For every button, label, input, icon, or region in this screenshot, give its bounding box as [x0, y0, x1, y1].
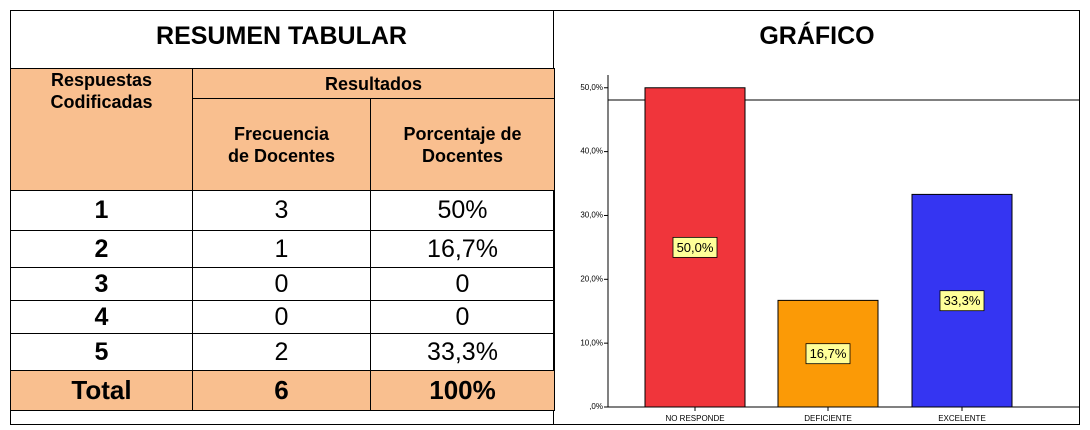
value-label-box: [939, 290, 985, 312]
table-cell: 2: [10, 230, 193, 268]
header-cell: Frecuencia de Docentes: [192, 98, 371, 191]
left-title: RESUMEN TABULAR: [156, 22, 407, 50]
value-label-box: [672, 236, 718, 258]
y-tick-label: 40,0%: [580, 147, 603, 156]
table-row: 5 2 33,3%: [10, 333, 555, 371]
table-cell: 33,3%: [370, 333, 555, 371]
y-tick-label: 30,0%: [580, 211, 603, 220]
header-cell: Resultados: [192, 68, 555, 99]
table-cell: 5: [10, 333, 193, 371]
table-cell: 0: [370, 267, 555, 301]
header-cell: Respuestas Codificadas: [10, 68, 193, 191]
table-cell: 6: [192, 370, 371, 411]
table-cell: 1: [10, 190, 193, 231]
value-label: 33,3%: [944, 293, 981, 308]
value-label: 16,7%: [810, 346, 847, 361]
y-tick-label: ,0%: [589, 402, 603, 411]
table-cell: Total: [10, 370, 193, 411]
value-label-box: [805, 343, 851, 365]
summary-table: Respuestas Codificadas Resultados Frecue…: [10, 68, 555, 411]
table-cell: 16,7%: [370, 230, 555, 268]
x-tick-label: DEFICIENTE: [804, 414, 852, 423]
table-cell: 0: [370, 300, 555, 334]
table-cell: 4: [10, 300, 193, 334]
table-cell: 100%: [370, 370, 555, 411]
y-tick-label: 20,0%: [580, 274, 603, 283]
table-cell: 50%: [370, 190, 555, 231]
table-row: Total 6 100%: [10, 370, 555, 411]
table-row: 1 3 50%: [10, 190, 555, 231]
table-cell: 1: [192, 230, 371, 268]
y-tick-label: 10,0%: [580, 338, 603, 347]
header-cell: Porcentaje de Docentes: [370, 98, 555, 191]
table-cell: 0: [192, 300, 371, 334]
x-tick-label: NO RESPONDE: [665, 414, 724, 423]
value-label: 50,0%: [677, 240, 714, 255]
table-cell: 0: [192, 267, 371, 301]
chart: ,0% 10,0% 20,0% 30,0% 40,0% 50,0% 50,0% NO RESP…: [580, 75, 1080, 423]
right-title: GRÁFICO: [759, 22, 875, 50]
table-cell: 3: [10, 267, 193, 301]
table-cell: 2: [192, 333, 371, 371]
y-tick-label: 50,0%: [580, 83, 603, 92]
table-cell: 3: [192, 190, 371, 231]
x-tick-label: EXCELENTE: [938, 414, 986, 423]
table-row: 2 1 16,7%: [10, 230, 555, 268]
